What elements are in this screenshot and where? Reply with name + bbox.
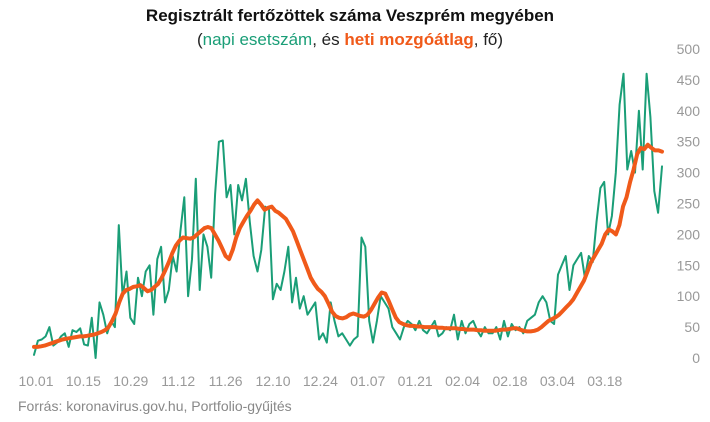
chart-subtitle: (napi esetszám, és heti mozgóátlag, fő)	[0, 30, 700, 50]
x-tick-label: 10.01	[18, 373, 53, 389]
daily-cases-line	[33, 72, 663, 359]
y-tick-label: 250	[677, 196, 701, 212]
y-tick-label: 50	[684, 319, 700, 335]
x-tick-label: 12.24	[303, 373, 338, 389]
y-tick-label: 300	[677, 165, 701, 181]
subtitle-daily-label: napi esetszám	[202, 30, 313, 49]
x-tick-label: 02.18	[492, 373, 527, 389]
x-tick-label: 03.18	[587, 373, 622, 389]
subtitle-mid: , és	[312, 30, 345, 49]
x-tick-label: 10.29	[113, 373, 148, 389]
y-tick-label: 350	[677, 134, 701, 150]
subtitle-close: , fő)	[473, 30, 504, 49]
x-tick-label: 02.04	[445, 373, 480, 389]
chart-title: Regisztrált fertőzöttek száma Veszprém m…	[145, 6, 555, 25]
x-tick-label: 12.10	[255, 373, 290, 389]
x-tick-label: 01.07	[350, 373, 385, 389]
subtitle-open: (	[196, 30, 203, 49]
y-tick-label: 200	[677, 226, 701, 242]
y-tick-label: 150	[677, 257, 701, 273]
y-tick-label: 0	[692, 350, 700, 366]
x-tick-label: 11.12	[161, 373, 195, 389]
y-tick-label: 500	[677, 41, 701, 57]
y-tick-label: 450	[677, 72, 701, 88]
x-tick-label: 10.15	[66, 373, 101, 389]
subtitle-weekly-label: heti mozgóátlag	[344, 30, 474, 49]
x-tick-label: 01.21	[398, 373, 433, 389]
x-tick-label: 11.26	[209, 373, 243, 389]
weekly-average-line	[32, 142, 664, 349]
source-note: Forrás: koronavirus.gov.hu, Portfolio-gy…	[18, 398, 292, 414]
y-tick-label: 400	[677, 103, 701, 119]
y-tick-label: 100	[677, 288, 701, 304]
x-tick-label: 03.04	[540, 373, 575, 389]
